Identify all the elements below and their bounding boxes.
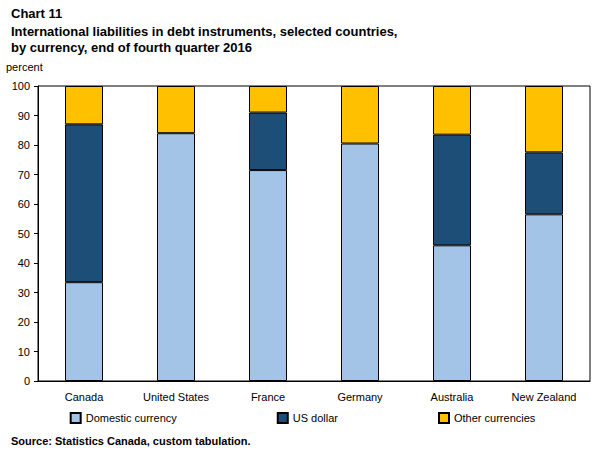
- svg-text:Chart 11: Chart 11: [11, 6, 62, 21]
- svg-text:Other currencies: Other currencies: [454, 412, 536, 424]
- svg-text:percent: percent: [6, 61, 43, 73]
- svg-text:Australia: Australia: [431, 391, 475, 403]
- svg-text:10: 10: [18, 346, 30, 358]
- svg-text:50: 50: [18, 228, 30, 240]
- svg-text:Canada: Canada: [65, 391, 104, 403]
- svg-text:Germany: Germany: [337, 391, 383, 403]
- svg-text:France: France: [251, 391, 285, 403]
- svg-text:Statistics Canada, custom tabu: Statistics Canada, custom tabulation.: [52, 435, 251, 447]
- svg-text:by currency, end of fourth qua: by currency, end of fourth quarter 2016: [11, 40, 252, 55]
- svg-text:90: 90: [18, 110, 30, 122]
- svg-text:60: 60: [18, 198, 30, 210]
- svg-text:New Zealand: New Zealand: [512, 391, 577, 403]
- svg-text:US dollar: US dollar: [293, 412, 339, 424]
- svg-text:International liabilities in d: International liabilities in debt instru…: [11, 24, 397, 39]
- svg-text:20: 20: [18, 316, 30, 328]
- svg-text:70: 70: [18, 169, 30, 181]
- svg-text:80: 80: [18, 139, 30, 151]
- svg-text:40: 40: [18, 257, 30, 269]
- svg-text:30: 30: [18, 287, 30, 299]
- svg-text:Domestic currency: Domestic currency: [86, 412, 178, 424]
- svg-text:Source:: Source:: [11, 435, 52, 447]
- svg-text:0: 0: [24, 375, 30, 387]
- svg-text:United States: United States: [143, 391, 210, 403]
- svg-text:100: 100: [12, 80, 30, 92]
